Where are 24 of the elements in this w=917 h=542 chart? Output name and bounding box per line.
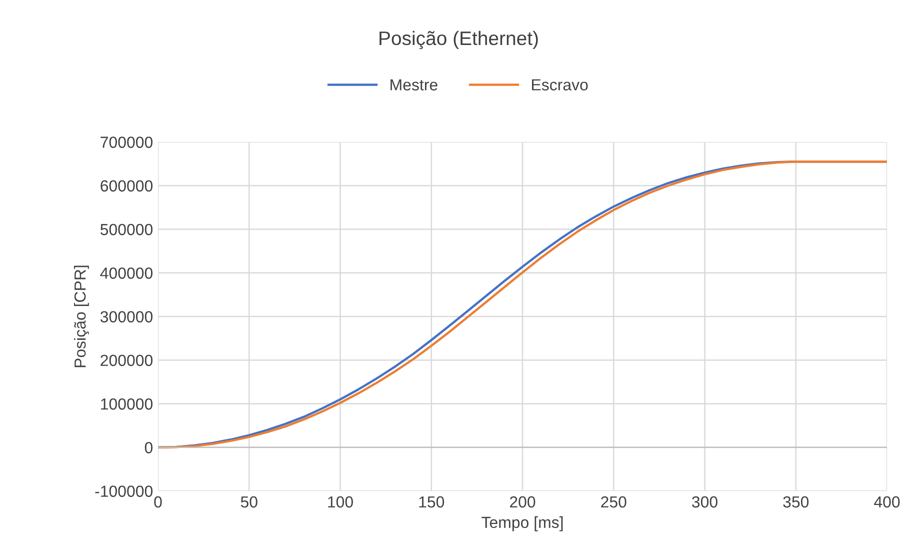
y-tick-label: 200000 [100,354,153,366]
x-tick-label: 400 [874,496,900,508]
y-axis-title: Posição [CPR] [74,266,89,368]
line-series [158,160,887,448]
x-tick-label: 250 [601,496,626,508]
y-tick-label: 300000 [100,311,153,322]
legend-label: Mestre [390,79,438,90]
x-tick-label: 300 [692,496,718,508]
y-tick-label: 0 [144,442,153,454]
y-tick-label: -100000 [95,486,153,497]
x-tick-label: 0 [154,496,162,508]
x-tick-label: 200 [510,496,536,508]
x-tick-label: 50 [240,496,258,508]
chart-title: Posição (Ethernet) [380,30,538,50]
x-tick-label: 100 [328,496,353,508]
legend-label: Escravo [532,79,588,90]
x-tick-label: 350 [783,496,809,508]
y-tick-label: 100000 [101,398,153,410]
y-tick-label: 400000 [100,268,153,279]
y-tick-label: 700000 [100,136,153,148]
x-tick-label: 150 [419,496,444,508]
y-tick-label: 500000 [100,224,153,236]
x-axis-title: Tempo [ms] [482,516,563,532]
y-tick-label: 600000 [100,180,153,192]
